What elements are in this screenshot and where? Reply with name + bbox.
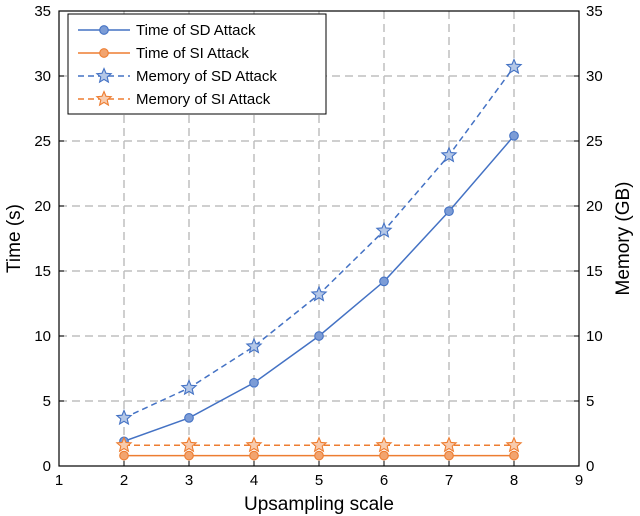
- legend-label: Time of SI Attack: [136, 45, 249, 62]
- data-point: [375, 221, 393, 238]
- legend-marker: [95, 67, 113, 84]
- y-left-tick-label: 15: [34, 263, 51, 280]
- y-right-tick-label: 10: [586, 328, 603, 345]
- data-point: [310, 285, 328, 302]
- y-left-tick-label: 5: [43, 393, 51, 410]
- y-right-tick-label: 25: [586, 133, 603, 150]
- data-point: [509, 450, 519, 461]
- data-point: [379, 276, 389, 287]
- data-point: [115, 436, 133, 453]
- data-point: [509, 130, 519, 141]
- data-point: [180, 436, 198, 453]
- y-left-tick-label: 10: [34, 328, 51, 345]
- data-point: [249, 377, 259, 388]
- x-tick-label: 1: [55, 472, 63, 489]
- data-point: [440, 146, 458, 163]
- y-right-tick-label: 15: [586, 263, 603, 280]
- data-point: [444, 450, 454, 461]
- y-axis-left-label: Time (s): [4, 204, 25, 273]
- y-left-tick-label: 35: [34, 3, 51, 20]
- data-point: [440, 436, 458, 453]
- y-right-tick-label: 30: [586, 68, 603, 85]
- legend-marker: [95, 90, 113, 107]
- y-right-tick-label: 5: [586, 393, 594, 410]
- data-point: [180, 379, 198, 396]
- y-right-tick-label: 0: [586, 458, 594, 475]
- legend: Time of SD Attack Time of SI Attack Memory…: [67, 13, 327, 115]
- data-point: [314, 450, 324, 461]
- series-memory-of-sd-attack: [115, 57, 523, 426]
- legend-marker: [99, 48, 109, 58]
- legend-marker: [99, 25, 109, 35]
- y-left-tick-label: 30: [34, 68, 51, 85]
- y-left-tick-label: 20: [34, 198, 51, 215]
- x-tick-label: 3: [185, 472, 193, 489]
- legend-label: Memory of SI Attack: [136, 91, 271, 108]
- data-point: [379, 450, 389, 461]
- data-point: [184, 413, 194, 423]
- data-point: [444, 206, 454, 217]
- data-point: [314, 331, 324, 341]
- data-point: [184, 450, 194, 461]
- legend-label: Memory of SD Attack: [136, 68, 277, 85]
- data-point: [245, 436, 263, 453]
- series-memory-of-si-attack: [115, 436, 523, 453]
- x-tick-label: 2: [120, 472, 128, 489]
- x-tick-label: 8: [510, 472, 518, 489]
- legend-label: Time of SD Attack: [136, 22, 256, 39]
- x-tick-label: 7: [445, 472, 453, 489]
- x-tick-label: 9: [575, 472, 583, 489]
- data-point: [245, 337, 263, 354]
- data-point: [310, 436, 328, 453]
- data-point: [505, 57, 523, 75]
- series-time-of-si-attack: [119, 450, 519, 461]
- x-tick-label: 6: [380, 472, 388, 489]
- data-point: [249, 450, 259, 461]
- data-point: [505, 436, 523, 453]
- y-axis-right-label: Memory (GB): [613, 182, 634, 296]
- x-tick-label: 4: [250, 472, 258, 489]
- y-right-tick-label: 35: [586, 3, 603, 20]
- series-layer: [115, 57, 523, 461]
- y-left-tick-label: 0: [43, 458, 51, 475]
- y-right-tick-label: 20: [586, 198, 603, 215]
- data-point: [119, 450, 129, 461]
- x-axis-label: Upsampling scale: [244, 494, 394, 515]
- data-point: [375, 436, 393, 453]
- y-left-tick-label: 25: [34, 133, 51, 150]
- x-tick-label: 5: [315, 472, 323, 489]
- data-point: [115, 408, 133, 426]
